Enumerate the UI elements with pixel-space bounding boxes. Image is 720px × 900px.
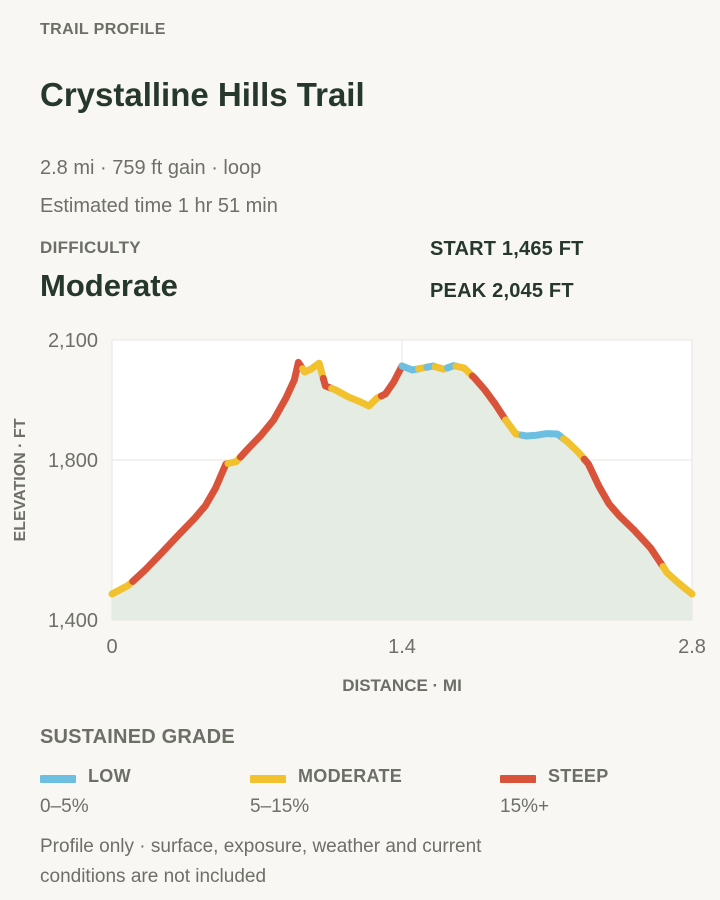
start-elevation: START 1,465 FT bbox=[430, 238, 584, 260]
difficulty-label: DIFFICULTY bbox=[40, 238, 141, 257]
difficulty-value: Moderate bbox=[40, 268, 178, 303]
x-tick-label: 1.4 bbox=[388, 636, 416, 658]
profile-disclaimer: Profile only · surface, exposure, weathe… bbox=[40, 836, 482, 887]
legend-name-low: LOW bbox=[88, 766, 131, 786]
grade-segment-steep bbox=[609, 505, 638, 534]
grade-segment-steep bbox=[377, 362, 406, 400]
grade-segment-steep bbox=[199, 484, 220, 512]
legend-name-moderate: MODERATE bbox=[298, 766, 403, 786]
page-eyebrow: TRAIL PROFILE bbox=[40, 21, 166, 38]
legend-swatch-steep bbox=[500, 775, 536, 783]
grade-segment-moderate bbox=[328, 384, 385, 410]
grade-segment-steep bbox=[630, 526, 667, 571]
x-tick-label: 2.8 bbox=[678, 636, 706, 658]
grade-segment-low bbox=[518, 430, 568, 443]
peak-elevation: PEAK 2,045 FT bbox=[430, 280, 574, 302]
grade-segment-steep bbox=[468, 372, 510, 424]
grade-segment-steep bbox=[129, 504, 207, 585]
legend-title: SUSTAINED GRADE bbox=[40, 726, 235, 748]
grade-segment-moderate bbox=[560, 435, 588, 463]
y-tick-label: 1,400 bbox=[48, 610, 98, 632]
legend-swatch-moderate bbox=[250, 775, 286, 783]
legend-range-low: 0–5% bbox=[40, 796, 89, 817]
grade-segment-moderate bbox=[452, 362, 476, 380]
legend-name-steep: STEEP bbox=[548, 766, 609, 786]
legend-range-moderate: 5–15% bbox=[250, 796, 310, 817]
y-tick-label: 2,100 bbox=[48, 330, 98, 352]
elevation-area bbox=[112, 362, 692, 620]
y-tick-label: 1,800 bbox=[48, 450, 98, 472]
grade-segment-steep bbox=[580, 455, 617, 513]
y-axis-label: ELEVATION · FT bbox=[12, 418, 29, 541]
legend-range-steep: 15%+ bbox=[500, 796, 550, 817]
grade-segment-moderate bbox=[659, 563, 696, 598]
trail-title: Crystalline Hills Trail bbox=[40, 76, 365, 113]
x-tick-label: 0 bbox=[106, 636, 117, 658]
x-axis-label: DISTANCE · MI bbox=[342, 676, 462, 695]
grade-segment-moderate bbox=[299, 359, 327, 382]
elevation-chart: 0 1.4 2.8 2,100 1,800 1,400 DISTANCE · MI ELE… bbox=[12, 330, 706, 695]
estimated-time: Estimated time 1 hr 51 min bbox=[40, 195, 278, 217]
legend-swatch-low bbox=[40, 775, 76, 783]
grade-segment-steep bbox=[236, 358, 307, 461]
trail-summary: 2.8 mi · 759 ft gain · loop bbox=[40, 157, 262, 179]
